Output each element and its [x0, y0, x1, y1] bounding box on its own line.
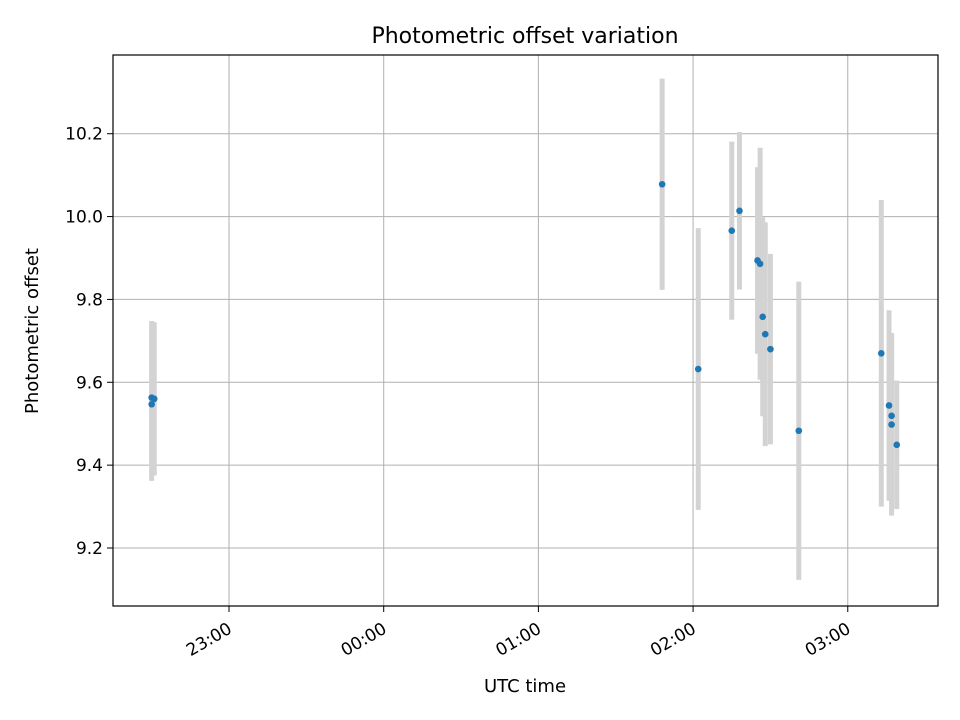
data-point [694, 365, 702, 373]
data-point [736, 207, 743, 215]
data-point [888, 421, 895, 428]
y-axis-label: Photometric offset [22, 248, 43, 414]
data-point [885, 402, 893, 409]
data-point [759, 313, 766, 321]
data-point [148, 400, 155, 408]
data-point [795, 427, 803, 435]
data-point [728, 227, 736, 234]
data-point [767, 345, 774, 353]
x-axis-label: UTC time [484, 676, 566, 697]
y-tick-label: 9.8 [76, 290, 103, 310]
data-point [150, 395, 158, 403]
y-tick-label: 10.0 [65, 208, 103, 228]
data-point [877, 349, 885, 357]
data-point [761, 330, 769, 338]
y-tick-label: 9.4 [76, 456, 103, 476]
y-tick-label: 9.6 [76, 373, 103, 393]
data-point [756, 260, 764, 268]
grid [113, 55, 938, 606]
data-point [893, 441, 901, 449]
plot-frame [112, 54, 939, 607]
data-point [888, 412, 895, 420]
data-points [148, 180, 901, 449]
y-tick-label: 10.2 [65, 125, 103, 145]
y-tick-label: 9.2 [76, 539, 103, 559]
data-point [658, 180, 666, 188]
chart-title: Photometric offset variation [371, 24, 678, 49]
